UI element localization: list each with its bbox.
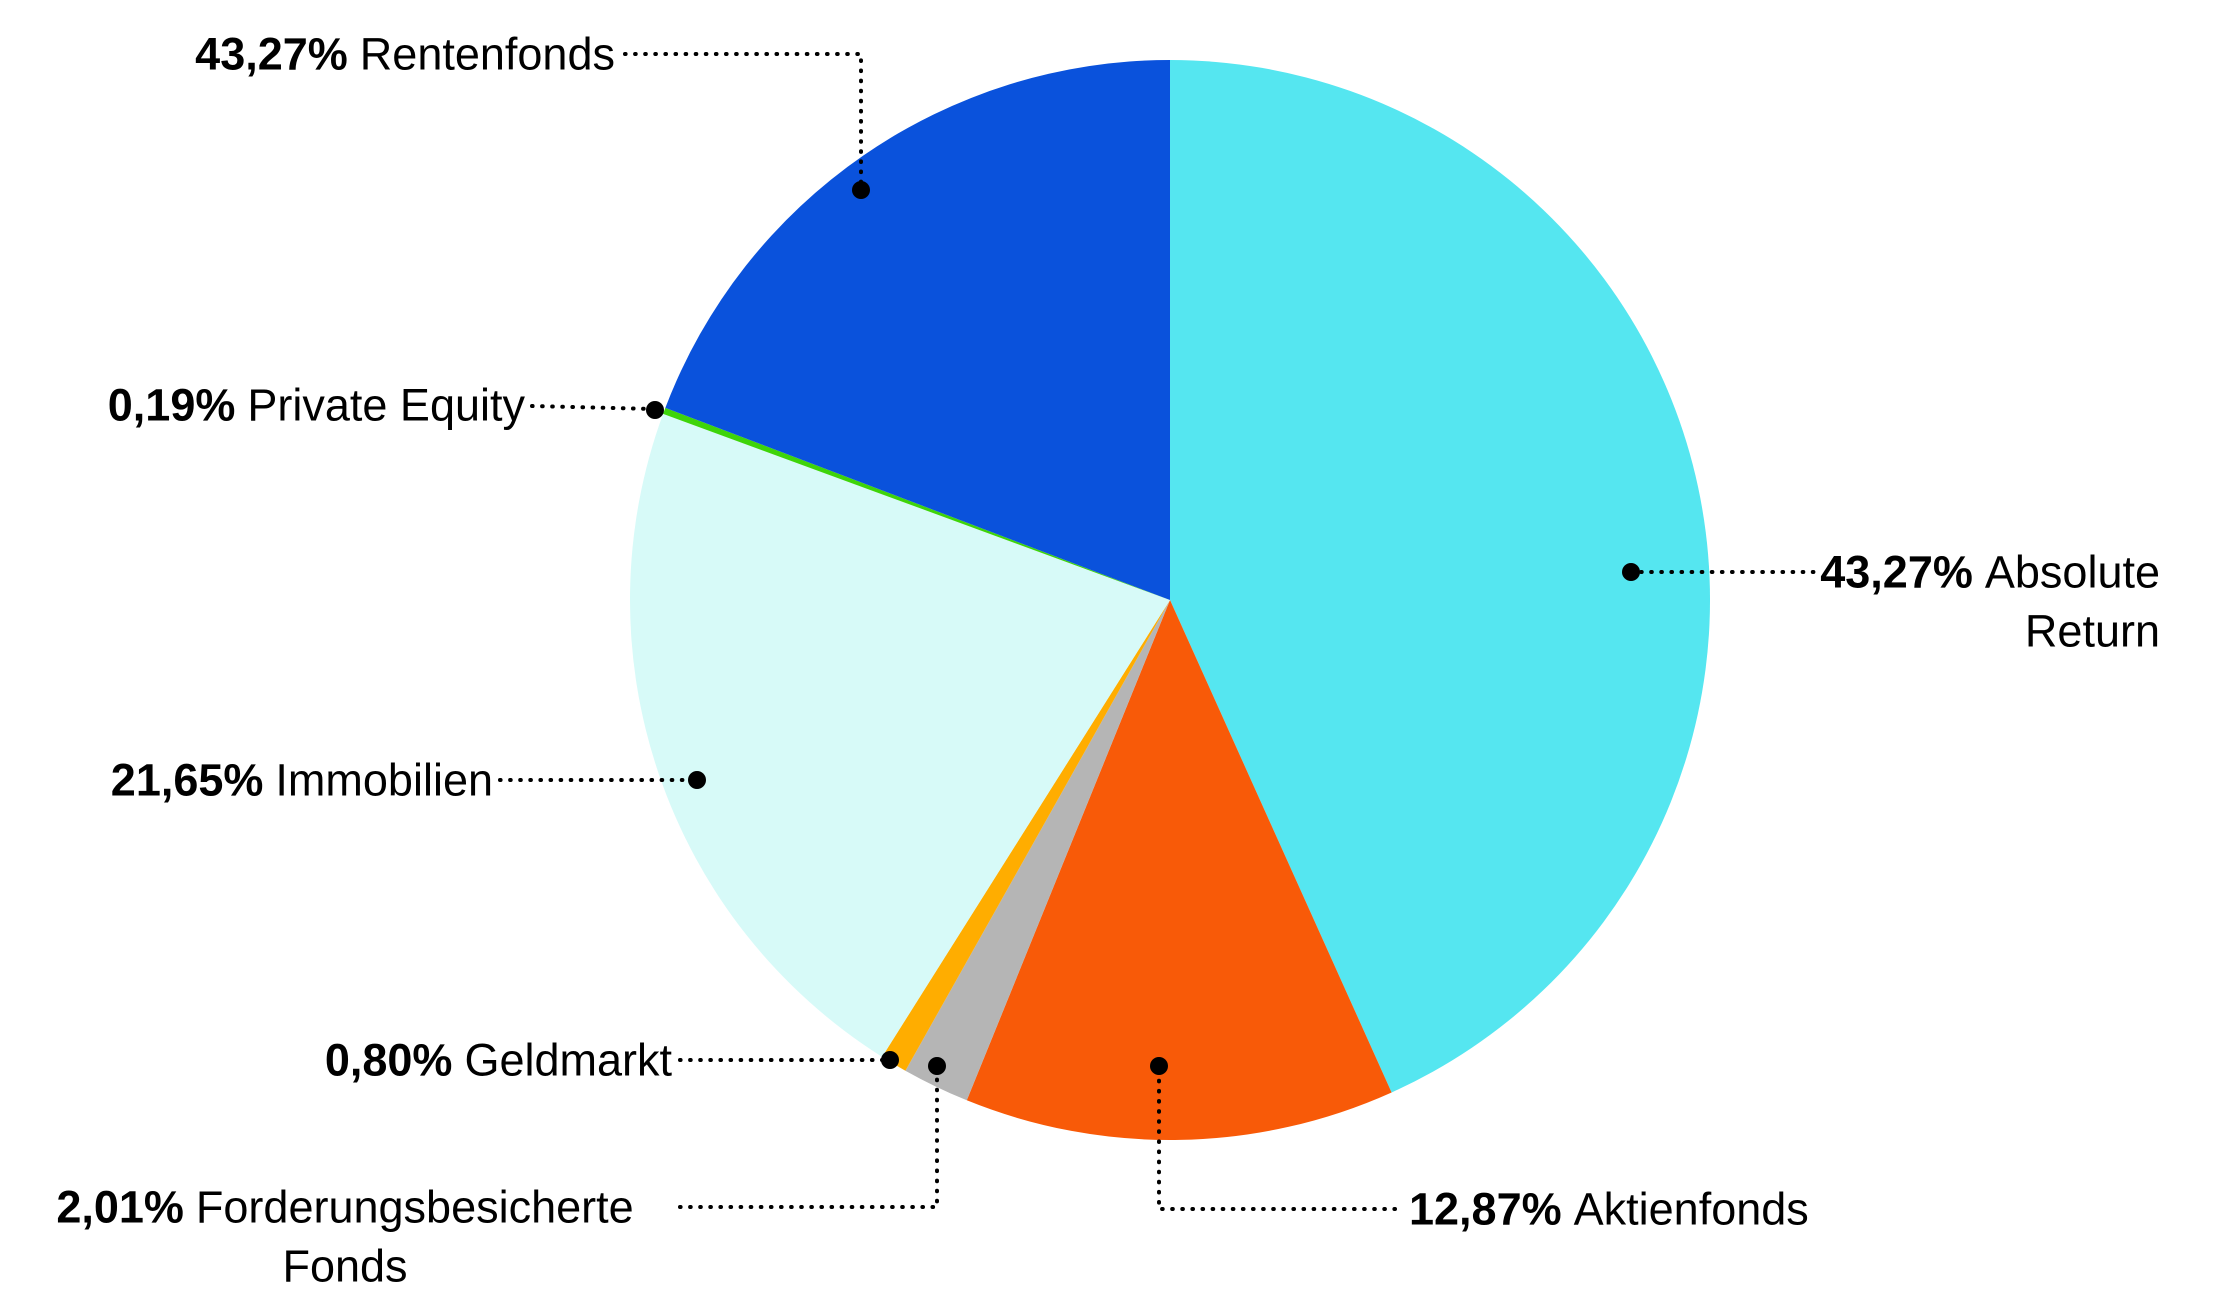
pie-slice-aktienfonds bbox=[966, 600, 1392, 1141]
leader-dot-forderungsbesicherte-fonds bbox=[928, 1057, 946, 1075]
slice-pct-forderungsbesicherte-fonds: 2,01% bbox=[56, 1181, 184, 1233]
slice-name-absolute-return: Absolute Return bbox=[1984, 546, 2160, 657]
pie-slice-forderungsbesicherte-fonds bbox=[905, 600, 1170, 1101]
leader-dot-rentenfonds bbox=[852, 181, 870, 199]
leader-line-rentenfonds bbox=[623, 52, 863, 192]
slice-name-immobilien: Immobilien bbox=[275, 754, 493, 806]
slice-label-absolute-return: 43,27% Absolute Return bbox=[1770, 543, 2160, 662]
slice-pct-aktienfonds: 12,87% bbox=[1409, 1183, 1562, 1235]
slice-label-rentenfonds: 43,27% Rentenfonds bbox=[195, 24, 615, 83]
slice-pct-immobilien: 21,65% bbox=[110, 754, 264, 806]
slice-pct-absolute-return: 43,27% bbox=[1820, 546, 1973, 598]
pie-slice-geldmarkt bbox=[882, 600, 1170, 1071]
leader-line-aktienfonds bbox=[1157, 1064, 1397, 1211]
leader-line-forderungsbesicherte-fonds bbox=[678, 1064, 939, 1209]
slice-name-geldmarkt: Geldmarkt bbox=[464, 1034, 672, 1086]
pie-slice-immobilien bbox=[629, 413, 1170, 1057]
slice-label-forderungsbesicherte-fonds: 2,01% Forderungsbesicherte Fonds bbox=[25, 1178, 665, 1292]
leader-dot-aktienfonds bbox=[1150, 1057, 1168, 1075]
leader-line-private-equity bbox=[530, 404, 657, 411]
slice-label-immobilien: 21,65% Immobilien bbox=[111, 750, 493, 809]
leader-dot-absolute-return bbox=[1622, 563, 1640, 581]
slice-pct-geldmarkt: 0,80% bbox=[324, 1034, 453, 1086]
slice-label-private-equity: 0,19% Private Equity bbox=[108, 375, 525, 434]
pie-slice-private-equity bbox=[663, 407, 1170, 600]
slice-name-aktienfonds: Aktienfonds bbox=[1573, 1183, 1809, 1235]
pie-slice-rentenfonds bbox=[665, 60, 1170, 600]
leader-dot-geldmarkt bbox=[881, 1051, 899, 1069]
slice-pct-rentenfonds: 43,27% bbox=[195, 28, 348, 80]
slice-pct-private-equity: 0,19% bbox=[107, 379, 236, 431]
slice-label-aktienfonds: 12,87% Aktienfonds bbox=[1409, 1179, 1809, 1238]
slice-name-rentenfonds: Rentenfonds bbox=[359, 28, 615, 80]
slice-name-private-equity: Private Equity bbox=[247, 379, 525, 431]
slice-name-forderungsbesicherte-fonds: Forderungsbesicherte Fonds bbox=[195, 1181, 634, 1292]
slice-label-geldmarkt: 0,80% Geldmarkt bbox=[325, 1030, 672, 1089]
leader-dot-immobilien bbox=[688, 771, 706, 789]
pie-slice-absolute-return bbox=[1170, 59, 1711, 1093]
leader-dot-private-equity bbox=[646, 401, 664, 419]
